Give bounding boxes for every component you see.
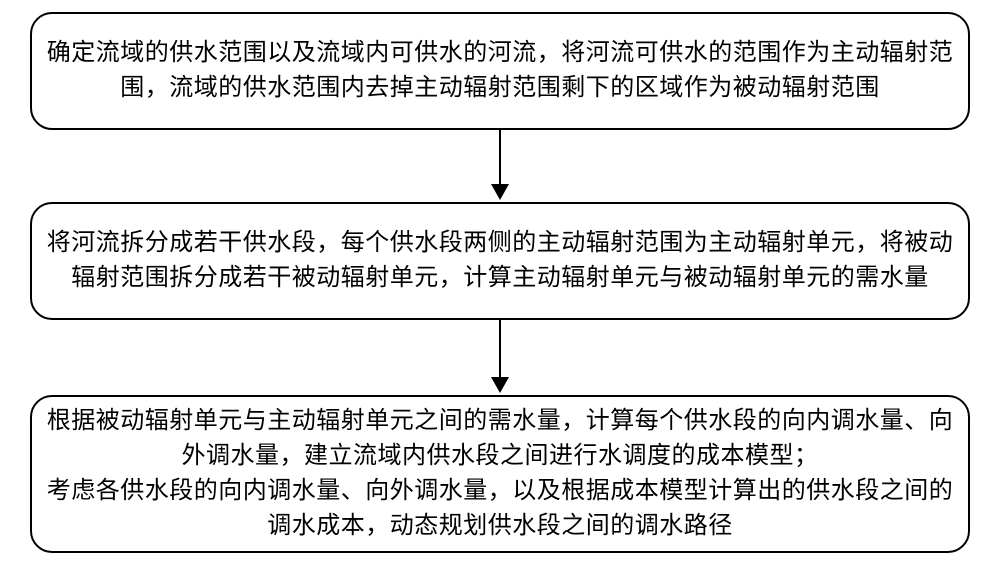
flow-step-2-text: 将河流拆分成若干供水段，每个供水段两侧的主动辐射范围为主动辐射单元，将被动辐射范…	[46, 226, 954, 296]
flow-step-1: 确定流域的供水范围以及流域内可供水的河流，将河流可供水的范围作为主动辐射范围，流…	[30, 12, 970, 130]
flow-step-3: 根据被动辐射单元与主动辐射单元之间的需水量，计算每个供水段的向内调水量、向外调水…	[30, 395, 970, 553]
arrow-2	[499, 320, 501, 391]
arrow-1	[499, 130, 501, 198]
flow-step-2: 将河流拆分成若干供水段，每个供水段两侧的主动辐射范围为主动辐射单元，将被动辐射范…	[30, 202, 970, 320]
flowchart-container: 确定流域的供水范围以及流域内可供水的河流，将河流可供水的范围作为主动辐射范围，流…	[0, 0, 1000, 576]
flow-step-1-text: 确定流域的供水范围以及流域内可供水的河流，将河流可供水的范围作为主动辐射范围，流…	[46, 36, 954, 106]
flow-step-3-text: 根据被动辐射单元与主动辐射单元之间的需水量，计算每个供水段的向内调水量、向外调水…	[46, 404, 954, 543]
